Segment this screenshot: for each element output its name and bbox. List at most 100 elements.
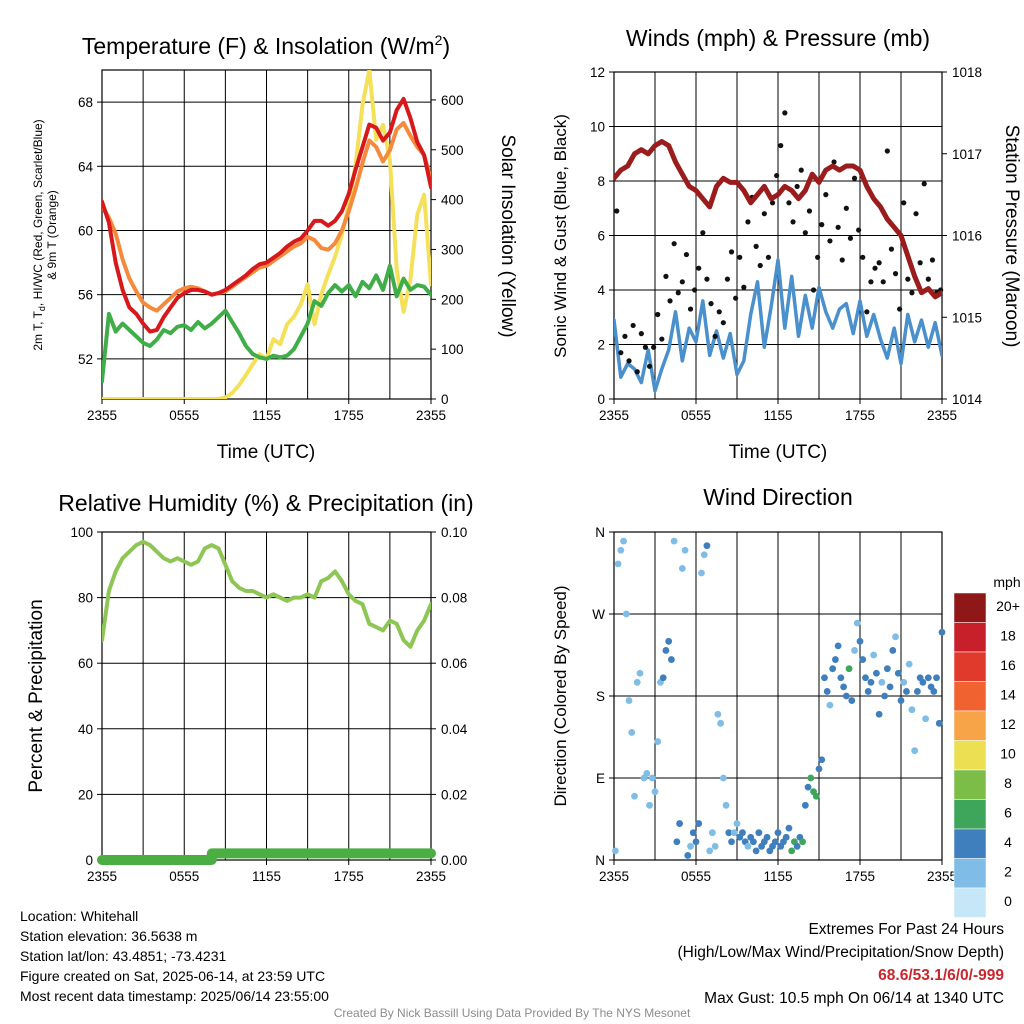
gust-point — [683, 251, 690, 258]
colorbar-swatch — [953, 769, 987, 800]
direction-point — [703, 542, 711, 550]
direction-point — [930, 688, 938, 695]
gust-point — [913, 211, 919, 217]
direction-point — [687, 842, 694, 850]
winds-chart-title: Winds (mph) & Pressure (mb) — [626, 25, 930, 51]
gust-point — [778, 142, 784, 149]
y-tick-label: 6 — [597, 229, 605, 244]
series-line-maroon — [614, 139, 942, 300]
direction-point — [659, 674, 667, 682]
latlon-text: Station lat/lon: 43.4851; -73.4231 — [20, 948, 227, 964]
direction-point — [676, 820, 683, 827]
direction-point — [924, 674, 932, 682]
direction-point — [905, 660, 913, 668]
y-tick-label: N — [595, 853, 605, 868]
gust-point — [925, 276, 931, 282]
y2-tick-label: 600 — [441, 93, 464, 108]
direction-point — [914, 688, 921, 695]
direction-point — [851, 647, 858, 654]
series-line-blue — [614, 258, 942, 393]
direction-point — [842, 692, 850, 700]
direction-point — [832, 656, 839, 663]
y2-tick-label: 0.10 — [441, 525, 467, 540]
direction-point — [681, 546, 689, 554]
y-tick-label: S — [596, 689, 605, 704]
humidity-left-axis-label: Percent & Precipitation — [26, 599, 47, 792]
max-gust-text: Max Gust: 10.5 mph On 06/14 at 1340 UTC — [704, 990, 1004, 1007]
colorbar-legend-title: mph — [993, 574, 1020, 590]
x-tick-label: 1155 — [252, 869, 281, 884]
direction-point — [870, 651, 878, 659]
y-tick-label: 12 — [590, 65, 605, 80]
direction-point — [625, 697, 633, 704]
direction-point — [829, 665, 837, 673]
y2-tick-label: 200 — [441, 292, 464, 307]
y-tick-label: 8 — [597, 174, 605, 189]
direction-point — [818, 756, 826, 764]
temperature-left-axis-label-line2: & 9m T (Orange) — [45, 190, 59, 280]
colorbar-label: 18 — [1000, 628, 1016, 644]
x-tick-label: 2355 — [87, 408, 117, 423]
series-line-orange — [102, 121, 431, 313]
direction-point — [864, 688, 872, 695]
gust-point — [823, 192, 829, 198]
gust-point — [774, 172, 780, 179]
gust-point — [839, 257, 845, 263]
direction-point — [935, 719, 943, 727]
y2-tick-label: 500 — [441, 143, 464, 158]
y-tick-label: 100 — [70, 525, 93, 540]
direction-point — [911, 747, 919, 755]
direction-point — [673, 838, 681, 846]
direction-point — [774, 829, 782, 837]
gust-point — [659, 336, 665, 342]
gust-point — [671, 241, 677, 247]
gust-point — [847, 235, 854, 241]
gust-point — [745, 219, 751, 225]
gust-point — [716, 309, 722, 315]
y2-tick-label: 0.02 — [441, 787, 467, 802]
direction-point — [719, 774, 727, 782]
gust-point — [696, 265, 702, 271]
direction-point — [651, 788, 659, 796]
direction-point — [617, 546, 625, 554]
y-tick-label: W — [592, 607, 605, 622]
y-tick-label: 2 — [597, 338, 605, 353]
winds-x-axis-label: Time (UTC) — [729, 442, 828, 463]
gust-point — [655, 311, 661, 318]
direction-point — [938, 628, 946, 636]
direction-point — [881, 692, 888, 700]
extremes-subtitle: (High/Low/Max Wind/Precipitation/Snow De… — [677, 944, 1005, 961]
x-tick-label: 2355 — [416, 869, 446, 884]
colorbar-label: 0 — [1004, 893, 1012, 909]
gust-point — [634, 369, 640, 375]
direction-point — [793, 842, 801, 850]
colorbar-swatch — [953, 592, 987, 623]
direction-point — [692, 838, 700, 846]
direction-point — [771, 838, 779, 846]
direction-point — [763, 833, 771, 841]
credit-text: Created By Nick Bassill Using Data Provi… — [333, 1006, 691, 1020]
direction-point — [725, 829, 733, 837]
direction-point — [878, 678, 886, 686]
gust-point — [679, 279, 685, 285]
direction-point — [919, 678, 927, 686]
direction-point — [654, 738, 662, 745]
direction-point — [799, 838, 806, 846]
direction-point — [892, 633, 899, 641]
y-tick-label: 52 — [78, 352, 93, 367]
created-text: Figure created on Sat, 2025-06-14, at 23… — [20, 968, 326, 984]
direction-point — [812, 792, 820, 800]
gust-point — [663, 273, 669, 279]
gust-point — [757, 262, 763, 269]
direction-point — [823, 688, 831, 695]
gust-point — [675, 290, 681, 296]
direction-point — [670, 537, 678, 545]
winds-right-axis-label: Station Pressure (Maroon) — [1001, 125, 1022, 348]
y2-tick-label: 0.06 — [441, 656, 467, 671]
y-tick-label: 68 — [78, 95, 93, 110]
elevation-text: Station elevation: 36.5638 m — [20, 928, 198, 944]
gust-point — [929, 257, 936, 263]
direction-point — [684, 852, 692, 859]
gust-point — [626, 358, 632, 364]
